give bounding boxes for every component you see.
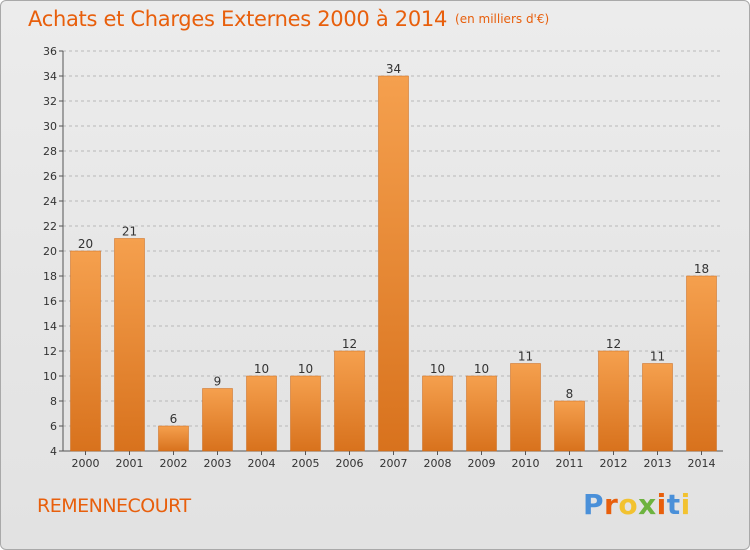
commune-name: REMENNECOURT bbox=[37, 495, 191, 517]
x-tick-label: 2010 bbox=[512, 457, 540, 470]
bar-2011 bbox=[554, 400, 585, 452]
logo-letter: i bbox=[656, 488, 667, 521]
logo-letter: x bbox=[638, 488, 657, 521]
y-tick-label: 34 bbox=[43, 70, 57, 83]
bar-2007 bbox=[378, 75, 409, 452]
logo-letter: t bbox=[666, 488, 681, 521]
bar-2008 bbox=[422, 375, 453, 452]
y-tick-label: 30 bbox=[43, 120, 57, 133]
x-tick-label: 2008 bbox=[424, 457, 452, 470]
y-tick-label: 16 bbox=[43, 295, 57, 308]
y-tick-label: 4 bbox=[50, 445, 57, 458]
x-tick-label: 2002 bbox=[160, 457, 188, 470]
y-tick-label: 20 bbox=[43, 245, 57, 258]
x-tick-label: 2006 bbox=[336, 457, 364, 470]
bars bbox=[70, 75, 717, 452]
data-label: 6 bbox=[170, 412, 178, 426]
x-tick-label: 2013 bbox=[644, 457, 672, 470]
data-label: 21 bbox=[122, 225, 137, 239]
data-label: 10 bbox=[298, 362, 313, 376]
axes: 4 6 8 10 12 14 16 18 20 22 24 26 28 30 32 34 36 2000 2001 2… bbox=[43, 45, 723, 470]
x-tick-label: 2012 bbox=[600, 457, 628, 470]
x-tick-label: 2005 bbox=[292, 457, 320, 470]
proxiti-logo[interactable]: Proxiti bbox=[583, 488, 691, 521]
data-label: 10 bbox=[254, 362, 269, 376]
data-label: 20 bbox=[78, 237, 93, 251]
bar-2003 bbox=[202, 388, 233, 452]
logo-letter: i bbox=[680, 488, 691, 521]
chart-subtitle: (en milliers d'€) bbox=[455, 12, 550, 26]
y-tick-label: 6 bbox=[50, 420, 57, 433]
bar-2014 bbox=[686, 275, 717, 452]
bar-2002 bbox=[158, 425, 189, 452]
bar-2012 bbox=[598, 350, 629, 452]
data-label: 11 bbox=[518, 350, 533, 364]
y-tick-label: 36 bbox=[43, 45, 57, 58]
title-row: Achats et Charges Externes 2000 à 2014 (e… bbox=[28, 7, 549, 31]
x-tick-label: 2014 bbox=[688, 457, 716, 470]
y-tick-label: 8 bbox=[50, 395, 57, 408]
bar-2001 bbox=[114, 238, 145, 452]
data-label: 12 bbox=[342, 337, 357, 351]
data-label: 34 bbox=[386, 62, 401, 76]
data-label: 11 bbox=[650, 350, 665, 364]
y-tick-label: 14 bbox=[43, 320, 57, 333]
y-tick-label: 26 bbox=[43, 170, 57, 183]
y-tick-label: 28 bbox=[43, 145, 57, 158]
y-tick-label: 18 bbox=[43, 270, 57, 283]
y-tick-label: 32 bbox=[43, 95, 57, 108]
bar-2004 bbox=[246, 375, 277, 452]
y-tick-label: 12 bbox=[43, 345, 57, 358]
data-label: 9 bbox=[214, 375, 222, 389]
y-tick-label: 10 bbox=[43, 370, 57, 383]
bar-2010 bbox=[510, 363, 541, 452]
bar-2005 bbox=[290, 375, 321, 452]
x-tick-label: 2004 bbox=[248, 457, 276, 470]
x-tick-label: 2000 bbox=[72, 457, 100, 470]
data-label: 10 bbox=[430, 362, 445, 376]
x-tick-label: 2003 bbox=[204, 457, 232, 470]
logo-letter: o bbox=[618, 488, 639, 521]
data-label: 8 bbox=[566, 387, 574, 401]
bar-2013 bbox=[642, 363, 673, 452]
bar-2000 bbox=[70, 250, 101, 452]
data-label: 10 bbox=[474, 362, 489, 376]
data-label: 12 bbox=[606, 337, 621, 351]
y-tick-label: 24 bbox=[43, 195, 57, 208]
x-tick-label: 2009 bbox=[468, 457, 496, 470]
y-tick-label: 22 bbox=[43, 220, 57, 233]
data-labels: 20 21 6 9 10 10 12 34 10 10 11 8 12 11 18 bbox=[78, 62, 709, 426]
bar-2009 bbox=[466, 375, 497, 452]
bar-2006 bbox=[334, 350, 365, 452]
x-tick-label: 2001 bbox=[116, 457, 144, 470]
data-label: 18 bbox=[694, 262, 709, 276]
logo-letter: P bbox=[583, 488, 605, 521]
chart-title: Achats et Charges Externes 2000 à 2014 bbox=[28, 7, 448, 31]
x-tick-label: 2011 bbox=[556, 457, 584, 470]
logo-letter: r bbox=[604, 488, 619, 521]
x-tick-label: 2007 bbox=[380, 457, 408, 470]
